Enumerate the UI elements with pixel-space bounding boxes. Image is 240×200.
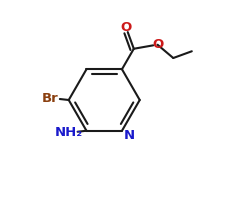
Text: O: O <box>153 38 164 51</box>
Text: N: N <box>123 129 134 142</box>
Text: NH₂: NH₂ <box>55 126 83 139</box>
Text: O: O <box>120 21 131 34</box>
Text: Br: Br <box>42 92 58 105</box>
